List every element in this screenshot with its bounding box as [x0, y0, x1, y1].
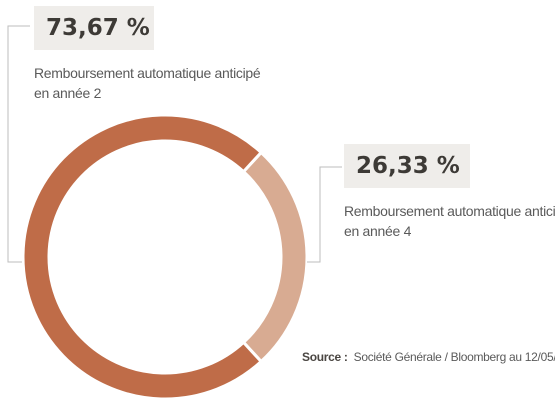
- slice-description-2-line-2: en année 4: [344, 223, 412, 239]
- value-callout-2: 26,33 %: [344, 144, 470, 188]
- source-label: Source :: [302, 350, 348, 364]
- source-note: Source : Société Générale / Bloomberg au …: [302, 350, 555, 364]
- slice-description-1-line-2: en année 2: [34, 85, 102, 101]
- slice-description-2: Remboursement automatique anticipé en an…: [344, 201, 555, 241]
- donut-slices: [21, 113, 309, 401]
- value-callout-1: 73,67 %: [34, 6, 154, 50]
- leader-line-2: [307, 166, 342, 263]
- data-label-1: 73,67 %: [46, 15, 150, 41]
- slice-description-2-line-1: Remboursement automatique anticipé: [344, 203, 555, 219]
- source-text: Société Générale / Bloomberg au 12/05/20…: [353, 350, 555, 364]
- donut-slice-1: [21, 113, 264, 401]
- data-label-2: 26,33 %: [356, 153, 460, 179]
- slice-description-1-line-1: Remboursement automatique anticipé: [34, 65, 261, 81]
- leader-line-1: [7, 25, 30, 263]
- slice-description-1: Remboursement automatique anticipé en an…: [34, 63, 261, 103]
- donut-slice-2: [241, 150, 309, 364]
